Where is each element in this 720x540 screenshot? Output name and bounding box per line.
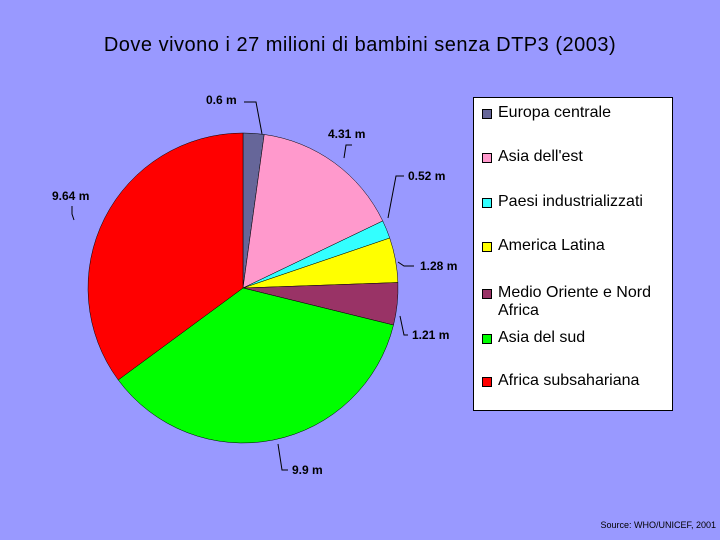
leader-line bbox=[71, 206, 75, 221]
data-label: 4.31 m bbox=[328, 127, 365, 141]
legend-swatch bbox=[482, 334, 492, 344]
leader-line bbox=[399, 315, 408, 336]
pie-slice bbox=[242, 134, 384, 289]
legend-swatch bbox=[482, 153, 492, 163]
data-label: 0.6 m bbox=[206, 93, 237, 107]
chart-legend: Europa centrale Asia dell'est Paesi indust… bbox=[473, 97, 673, 411]
legend-swatch bbox=[482, 377, 492, 387]
leader-line bbox=[397, 261, 414, 267]
legend-swatch bbox=[482, 242, 492, 252]
legend-swatch bbox=[482, 109, 492, 119]
legend-label: Medio Oriente e Nord Africa bbox=[498, 284, 651, 319]
data-label: 1.21 m bbox=[412, 328, 449, 342]
pie-slice bbox=[117, 287, 394, 444]
legend-swatch bbox=[482, 289, 492, 299]
legend-label: Africa subsahariana bbox=[498, 372, 640, 389]
leader-line bbox=[343, 144, 352, 159]
leader-line bbox=[387, 175, 404, 219]
data-label: 9.64 m bbox=[52, 189, 89, 203]
legend-label: Paesi industrializzati bbox=[498, 193, 643, 210]
legend-label: Asia dell'est bbox=[498, 148, 583, 165]
source-note: Source: WHO/UNICEF, 2001 bbox=[600, 520, 716, 530]
legend-swatch bbox=[482, 198, 492, 208]
legend-label: Europa centrale bbox=[498, 104, 611, 121]
leader-line bbox=[277, 443, 288, 471]
legend-label: Asia del sud bbox=[498, 329, 586, 346]
leader-line bbox=[244, 101, 263, 135]
pie-slice bbox=[87, 132, 244, 381]
data-label: 0.52 m bbox=[408, 169, 445, 183]
pie-data-labels: 0.6 m 4.31 m 0.52 m 1.28 m 1.21 m 9.9 m 9.64 m bbox=[52, 93, 457, 477]
legend-label: America Latina bbox=[498, 237, 605, 254]
data-label: 1.28 m bbox=[420, 259, 457, 273]
pie-slices bbox=[87, 132, 399, 444]
data-label: 9.9 m bbox=[292, 463, 323, 477]
chart-title: Dove vivono i 27 milioni di bambini senz… bbox=[103, 34, 617, 56]
